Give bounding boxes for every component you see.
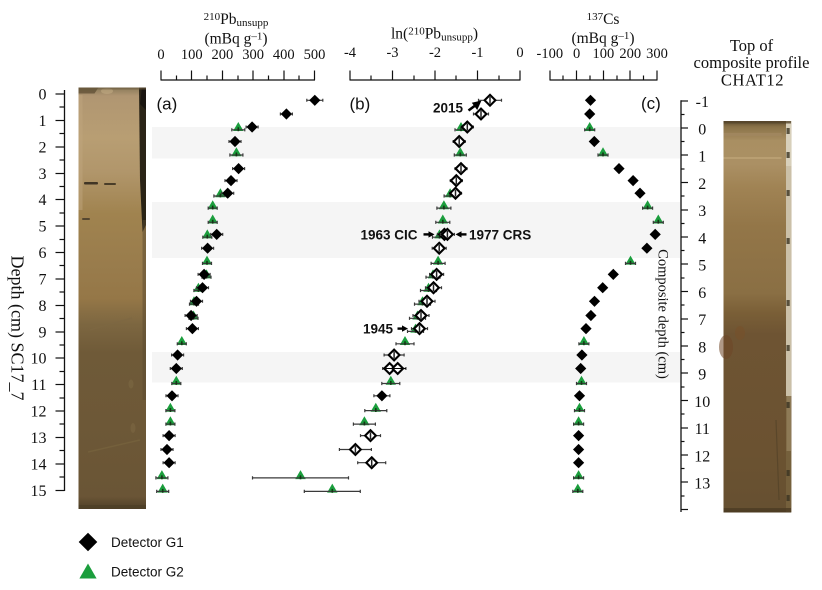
svg-text:12: 12 [31,404,47,421]
svg-text:CHAT12: CHAT12 [721,71,784,90]
svg-text:9: 9 [39,324,47,341]
svg-text:200: 200 [212,47,234,63]
svg-text:-3: -3 [386,45,398,61]
svg-text:1: 1 [39,113,47,130]
svg-text:4: 4 [698,230,706,247]
svg-text:ln(210Pbunsupp): ln(210Pbunsupp) [391,26,478,44]
svg-text:2015: 2015 [433,101,464,116]
svg-text:(b): (b) [350,95,371,114]
svg-text:7: 7 [39,271,47,288]
svg-text:2: 2 [39,139,47,156]
svg-text:0: 0 [573,46,580,62]
svg-text:11: 11 [31,377,46,394]
svg-text:Composite depth (cm): Composite depth (cm) [655,249,671,379]
svg-text:(c): (c) [641,94,661,113]
svg-text:10: 10 [31,351,47,368]
svg-text:400: 400 [273,47,295,63]
svg-text:15: 15 [31,483,47,500]
svg-text:(mBq g–1): (mBq g–1) [204,31,267,48]
svg-text:composite profile: composite profile [694,53,810,72]
svg-text:12: 12 [694,448,710,465]
svg-text:210Pbunsupp: 210Pbunsupp [204,11,269,29]
svg-text:8: 8 [39,298,47,315]
svg-text:137Cs: 137Cs [587,11,620,28]
svg-text:4: 4 [39,192,47,209]
svg-text:-4: -4 [344,45,357,61]
svg-text:0: 0 [39,87,47,104]
svg-text:500: 500 [304,47,326,63]
svg-text:Detector G1: Detector G1 [111,535,184,550]
svg-text:300: 300 [242,47,264,63]
svg-text:0: 0 [157,47,164,63]
svg-text:13: 13 [31,430,47,447]
svg-text:200: 200 [619,46,641,62]
svg-text:6: 6 [39,245,47,262]
svg-text:14: 14 [31,456,47,473]
svg-text:3: 3 [39,166,47,183]
svg-text:3: 3 [698,203,706,220]
svg-text:(mBq g–1): (mBq g–1) [571,30,634,47]
svg-text:Detector G2: Detector G2 [111,565,184,580]
svg-text:(a): (a) [157,95,178,114]
svg-text:0: 0 [698,121,706,138]
svg-text:11: 11 [695,421,710,438]
svg-text:-1: -1 [471,45,483,61]
svg-text:13: 13 [694,476,710,493]
svg-text:8: 8 [698,339,706,356]
svg-text:10: 10 [694,394,710,411]
svg-text:5: 5 [39,219,47,236]
svg-text:6: 6 [698,285,706,302]
svg-text:300: 300 [646,46,668,62]
svg-text:-1: -1 [696,94,709,111]
svg-text:2: 2 [698,176,706,193]
svg-text:Depth (cm) SC17_7: Depth (cm) SC17_7 [7,256,28,401]
svg-text:Top of: Top of [730,36,774,55]
svg-text:-2: -2 [429,45,441,61]
svg-text:100: 100 [181,47,203,63]
svg-text:1: 1 [698,149,706,166]
svg-text:9: 9 [698,367,706,384]
svg-text:-100: -100 [537,46,564,62]
svg-text:5: 5 [698,258,706,275]
svg-text:1945: 1945 [363,322,394,337]
svg-text:0: 0 [516,45,523,61]
svg-text:1963 CIC: 1963 CIC [360,227,417,242]
svg-text:7: 7 [698,312,706,329]
svg-text:100: 100 [593,46,615,62]
svg-text:1977 CRS: 1977 CRS [469,227,531,242]
